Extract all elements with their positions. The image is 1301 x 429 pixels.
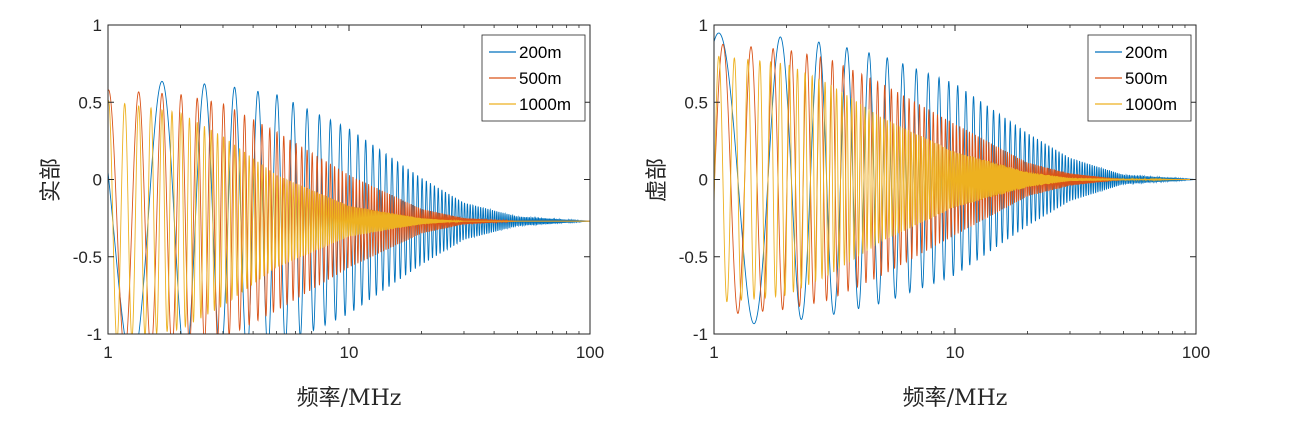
y-tick-label: -0.5	[679, 248, 708, 267]
legend-label-200m: 200m	[1125, 43, 1168, 62]
x-axis-label: 频率/MHz	[903, 386, 1008, 411]
x-tick-label: 10	[946, 343, 965, 362]
y-tick-label: -1	[693, 325, 708, 344]
series-layer	[714, 32, 1196, 325]
legend-label-500m: 500m	[1125, 69, 1168, 88]
ticks-layer: 1 10 100 -1 -0.5 0 0.5 1	[679, 16, 1210, 362]
x-tick-label: 1	[103, 343, 112, 362]
x-tick-label: 100	[1182, 343, 1210, 362]
y-axis-label: 虚部	[645, 158, 670, 202]
x-tick-label: 100	[576, 343, 604, 362]
legend-label-500m: 500m	[519, 69, 562, 88]
y-tick-label: 1	[93, 16, 102, 35]
legend-label-1000m: 1000m	[1125, 95, 1177, 114]
y-axis-label: 实部	[39, 158, 64, 202]
series-line-1000m	[714, 55, 1196, 303]
imaginary-part-chart: 1 10 100 -1 -0.5 0 0.5 1 频率/MHz 虚部 200m 500m 10…	[645, 16, 1210, 411]
x-tick-label: 10	[340, 343, 359, 362]
legend: 200m 500m 1000m	[1087, 34, 1192, 122]
y-tick-label: 0.5	[684, 93, 708, 112]
real-part-chart: 1 10 100 -1 -0.5 0 0.5 1 频率/MHz 实部 200m 500m 10…	[39, 16, 604, 411]
y-tick-label: 0	[699, 171, 708, 190]
y-tick-label: 0.5	[78, 93, 102, 112]
series-line-1000m	[108, 100, 590, 334]
y-tick-label: -1	[87, 325, 102, 344]
legend: 200m 500m 1000m	[481, 34, 586, 122]
y-tick-label: 1	[699, 16, 708, 35]
series-line-200m	[108, 80, 590, 334]
legend-label-200m: 200m	[519, 43, 562, 62]
y-tick-label: 0	[93, 171, 102, 190]
legend-label-1000m: 1000m	[519, 95, 571, 114]
x-axis-label: 频率/MHz	[297, 386, 402, 411]
y-tick-label: -0.5	[73, 248, 102, 267]
x-tick-label: 1	[709, 343, 718, 362]
ticks-layer: 1 10 100 -1 -0.5 0 0.5 1	[73, 16, 604, 362]
